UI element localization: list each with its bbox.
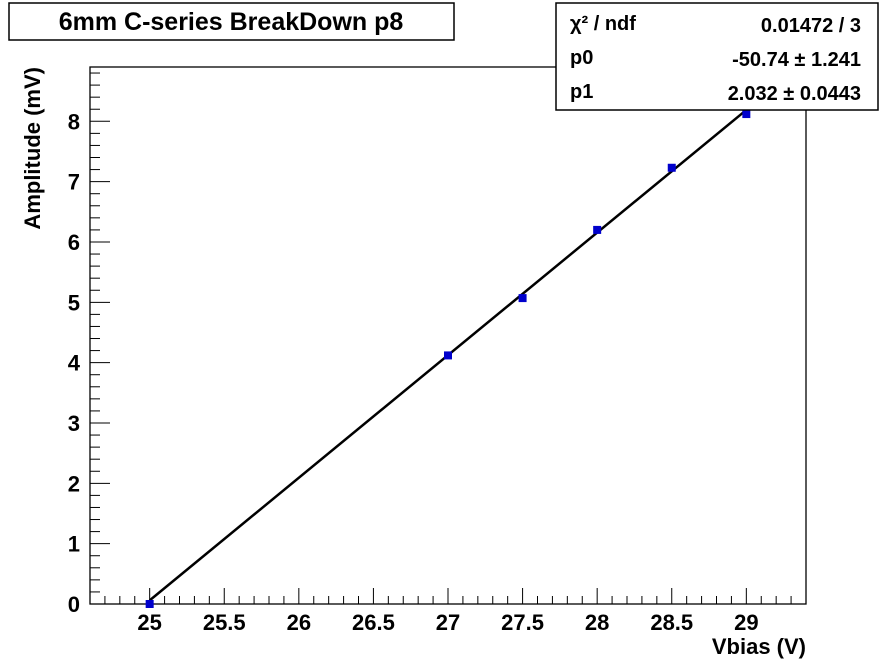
p1-value: 2.032 ± 0.0443	[728, 83, 861, 105]
x-tick-label: 26.5	[352, 610, 395, 635]
y-tick-label: 3	[68, 411, 80, 436]
data-point	[593, 225, 602, 234]
plot-frame	[89, 66, 807, 605]
y-tick-labels: 0 1 2 3 4 5 6 7 8	[68, 109, 81, 617]
y-tick-label: 6	[68, 230, 80, 255]
y-tick-label: 7	[68, 170, 80, 195]
x-tick-label: 25.5	[203, 610, 246, 635]
y-tick-label: 4	[68, 351, 81, 376]
chi2-value: 0.01472 / 3	[761, 15, 861, 37]
chi2-label: χ² / ndf	[570, 13, 636, 35]
y-axis-title: Amplitude (mV)	[20, 67, 45, 230]
data-point	[667, 163, 676, 172]
x-tick-label: 26	[287, 610, 311, 635]
x-axis-title: Vbias (V)	[712, 634, 806, 659]
y-tick-label: 8	[68, 109, 80, 134]
x-tick-label: 28	[585, 610, 609, 635]
x-tick-label: 28.5	[650, 610, 693, 635]
p0-label: p0	[570, 47, 593, 69]
data-point	[518, 294, 527, 303]
data-point	[444, 351, 452, 360]
data-points	[145, 110, 751, 608]
y-tick-label: 1	[68, 532, 80, 557]
x-tick-label: 29	[734, 610, 758, 635]
x-tick-labels: 25 25.5 26 26.5 27 27.5 28 28.5 29	[137, 610, 758, 635]
x-tick-label: 27.5	[501, 610, 544, 635]
axis-ticks	[89, 72, 807, 605]
p0-value: -50.74 ± 1.241	[732, 49, 861, 71]
y-tick-label: 0	[68, 592, 80, 617]
stats-box: χ² / ndf 0.01472 / 3 p0 -50.74 ± 1.241 p…	[555, 2, 879, 111]
p1-label: p1	[570, 81, 593, 103]
title-box: 6mm C-series BreakDown p8	[8, 2, 455, 41]
y-tick-label: 2	[68, 471, 80, 496]
x-tick-label: 25	[137, 610, 161, 635]
y-tick-label: 5	[68, 290, 80, 315]
x-tick-label: 27	[436, 610, 460, 635]
data-point	[742, 110, 751, 119]
data-point	[145, 600, 154, 608]
chart-title: 6mm C-series BreakDown p8	[59, 8, 404, 36]
